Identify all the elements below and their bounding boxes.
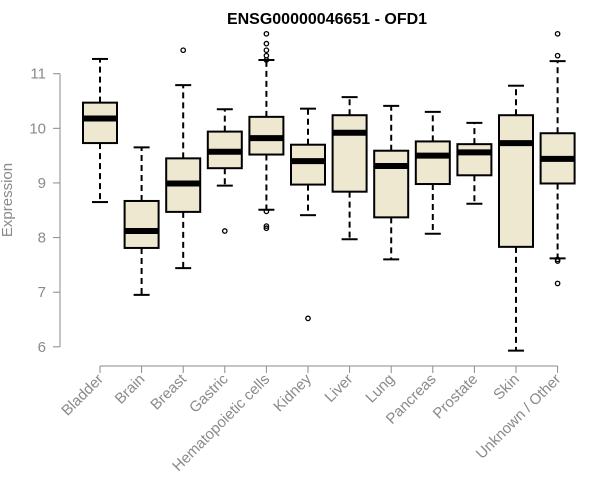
outlier-point [554,30,561,37]
box-lung [373,104,410,261]
box-skin [498,84,534,352]
box-unknown-other [539,30,576,287]
x-tick-label: Brain [112,371,149,408]
iqr-box [82,101,118,145]
iqr-box [456,143,493,177]
iqr-box [123,199,160,249]
box-kidney [290,107,326,322]
y-axis: 6 7 8 9 10 11 [29,66,61,356]
x-tick-label: Liver [321,371,356,406]
outlier-point [180,47,187,54]
box-gastric [206,108,243,234]
outlier-point [263,30,270,37]
box-pancreas [414,110,451,235]
x-tick-label: Bladder [58,371,107,420]
chart-title: ENSG00000046651 - OFD1 [227,11,427,28]
y-axis-label: Expression [0,163,16,237]
outlier-point [305,315,311,322]
x-tick-label: Kidney [270,370,315,415]
x-tick-label: Prostate [430,371,482,423]
x-tick-label: Breast [147,370,190,413]
box-breast [165,47,202,270]
box-hematopoietic-cells [248,30,285,232]
outlier-point [263,47,270,54]
outlier-point [221,228,228,234]
outlier-point [263,225,270,232]
outlier-point [263,40,270,47]
boxes-group [82,30,576,352]
iqr-box [373,149,410,219]
iqr-box [498,114,534,248]
x-tick-label: Skin [490,371,523,404]
x-tick-label: Lung [362,371,398,407]
iqr-box [414,140,451,186]
y-tick-label: 8 [38,230,46,247]
box-brain [123,146,160,296]
box-bladder [82,57,118,204]
y-tick-label: 6 [38,339,46,356]
outlier-point [554,52,561,59]
y-tick-label: 9 [38,175,46,192]
y-tick-label: 7 [38,284,46,301]
outlier-point [554,280,561,287]
outlier-point [263,57,270,63]
y-tick-label: 10 [29,120,46,137]
outlier-point [263,223,270,229]
outlier-point [554,258,561,264]
iqr-box [331,114,368,193]
iqr-box [290,143,326,186]
outlier-point [263,208,270,215]
y-tick-label: 11 [30,66,46,83]
box-liver [331,96,368,241]
box-prostate [456,121,493,205]
